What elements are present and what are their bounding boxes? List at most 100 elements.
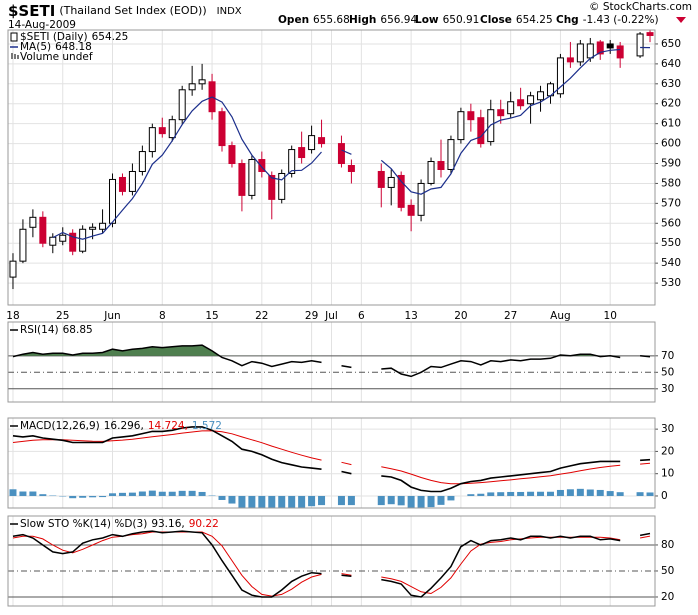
indicator-line	[12, 530, 322, 598]
y-tick-label: 650	[661, 38, 681, 50]
legend-icon	[14, 54, 16, 59]
y-tick-label: 550	[661, 237, 681, 249]
histogram-bar	[377, 495, 385, 506]
quote-part: Low	[415, 14, 439, 26]
histogram-bar	[148, 490, 156, 496]
candle-body	[596, 41, 604, 55]
candle-body	[636, 33, 644, 57]
histogram-bar	[99, 495, 107, 498]
histogram-bar	[477, 493, 485, 496]
panel-label-part: Slow STO %K(14) %D(3)	[20, 518, 147, 530]
candle-body	[507, 101, 515, 115]
histogram-bar	[89, 495, 97, 498]
histogram-bar	[427, 495, 435, 508]
quote-part: Open	[278, 14, 309, 26]
candle-body	[118, 176, 126, 192]
panel-frame	[7, 515, 656, 607]
quote: Open 655.68	[278, 14, 350, 26]
ma-line	[380, 48, 621, 195]
y-tick-label: 20	[661, 591, 674, 603]
candle-body	[417, 182, 425, 216]
panel-label-part: 1.572	[192, 420, 222, 432]
candle-body	[586, 43, 594, 59]
histogram-bar	[616, 492, 624, 496]
histogram-bar	[278, 495, 286, 508]
quote-part: -1.43 (-0.22%)	[583, 14, 659, 26]
y-tick-label: 580	[661, 177, 681, 189]
candle-body	[109, 178, 117, 224]
quote: Close 654.25	[480, 14, 553, 26]
x-tick-label: 13	[404, 310, 417, 322]
y-tick-label: 0	[661, 490, 668, 502]
y-tick-label: 600	[661, 138, 681, 150]
x-tick-label: 8	[159, 310, 166, 322]
macd-line	[640, 458, 651, 462]
histogram-bar	[318, 495, 326, 506]
candle-body	[377, 170, 385, 188]
histogram-bar	[636, 492, 644, 496]
candle-body	[407, 204, 415, 216]
histogram-bar	[487, 492, 495, 496]
candle-body	[188, 83, 196, 91]
histogram-bar	[238, 495, 246, 508]
candle-body	[148, 127, 156, 153]
histogram-bar	[556, 489, 564, 496]
legend-icon	[11, 53, 13, 59]
candle-body	[19, 228, 27, 262]
legend-price-part: $SETI (Daily)	[20, 31, 88, 43]
histogram-bar	[79, 495, 87, 498]
histogram-bar	[248, 495, 256, 508]
histogram-bar	[298, 495, 306, 508]
legend-ma: MA(5) 648.18	[20, 41, 92, 53]
indicator-line	[341, 574, 352, 577]
candle-body	[298, 147, 306, 159]
candle-body	[606, 43, 614, 49]
quote-part: Close	[480, 14, 512, 26]
histogram-bar	[198, 491, 206, 496]
candle-body	[427, 161, 435, 184]
candle-body	[39, 216, 47, 244]
candle-body	[79, 228, 87, 252]
histogram-bar	[188, 490, 196, 496]
candle-body	[59, 234, 67, 242]
indicator-line	[381, 536, 621, 595]
histogram-bar	[308, 495, 316, 507]
legend-ma-part: 648.18	[55, 41, 92, 53]
candle-body	[198, 79, 206, 85]
signal-line	[12, 430, 322, 461]
x-tick-label: Aug	[550, 310, 571, 322]
quote-part: 654.25	[516, 14, 553, 26]
panel-label-part: 16.296,	[104, 420, 144, 432]
candle-body	[128, 170, 136, 192]
y-tick-label: 30	[661, 423, 674, 435]
legend-icon	[10, 32, 18, 42]
x-tick-label: 10	[604, 310, 617, 322]
candle-body	[616, 45, 624, 59]
y-tick-label: 610	[661, 118, 681, 130]
candle-body	[69, 232, 77, 252]
panel-label-part: 93.16,	[151, 518, 184, 530]
candle-body	[457, 111, 465, 141]
candle-body	[517, 99, 525, 107]
candle-body	[228, 145, 236, 165]
y-tick-label: 560	[661, 217, 681, 229]
candle-body	[49, 236, 57, 246]
signal-line	[381, 464, 621, 485]
header-title-part: (Thailand Set Index (EOD))	[59, 4, 206, 17]
x-tick-label: 20	[454, 310, 467, 322]
date: 14-Aug-2009	[8, 19, 76, 31]
histogram-bar	[218, 495, 226, 500]
macd-line	[12, 426, 322, 470]
candle-body	[268, 174, 276, 200]
histogram-bar	[467, 494, 475, 496]
legend-volume: Volume undef	[20, 51, 93, 63]
x-tick-label: 18	[6, 310, 19, 322]
histogram-bar	[606, 491, 614, 496]
candle-body	[537, 91, 545, 101]
histogram-bar	[527, 491, 535, 496]
candle-body	[387, 176, 395, 188]
quote-part: Chg	[556, 14, 579, 26]
credit: © StockCharts.com	[589, 1, 692, 13]
panel-label-part: RSI(14)	[20, 324, 59, 336]
